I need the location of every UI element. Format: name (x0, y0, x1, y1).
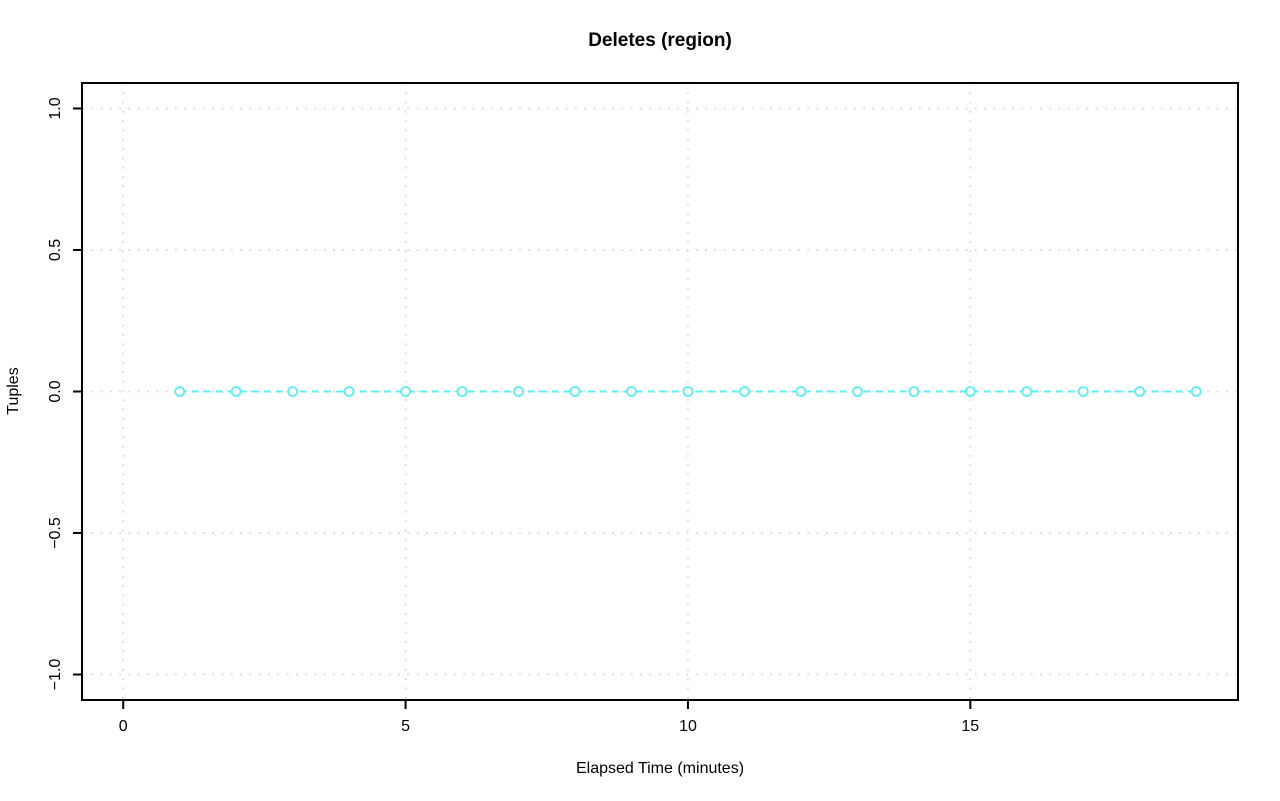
x-axis-label: Elapsed Time (minutes) (575, 760, 745, 777)
data-point (456, 386, 468, 397)
x-tick-label: 5 (401, 718, 410, 735)
x-tick-label: 15 (961, 718, 979, 735)
data-point (964, 386, 976, 397)
y-tick-label: −0.5 (47, 517, 64, 549)
data-point (513, 386, 524, 397)
y-tick-label: 0.5 (47, 239, 64, 261)
y-axis-label: Tuples (5, 367, 22, 415)
y-tick-label: 0.0 (47, 380, 64, 402)
data-point (739, 386, 750, 397)
data-point (174, 386, 186, 397)
data-point (626, 386, 637, 397)
x-tick-label: 0 (119, 718, 128, 735)
data-point (795, 386, 807, 397)
chart-title: Deletes (region) (588, 30, 732, 51)
data-point (1021, 386, 1033, 397)
data-point (682, 386, 694, 397)
data-point (287, 386, 299, 397)
y-tick-label: 1.0 (47, 97, 64, 119)
data-point (230, 386, 242, 397)
data-point (569, 386, 581, 397)
data-point (1077, 386, 1089, 397)
y-tick-label: −1.0 (47, 659, 64, 691)
x-tick-label: 10 (679, 718, 697, 735)
data-point (1190, 386, 1202, 397)
data-point (400, 386, 411, 397)
data-point (908, 386, 920, 397)
data-point (343, 386, 355, 397)
data-point (851, 386, 863, 397)
data-point (1134, 386, 1146, 397)
